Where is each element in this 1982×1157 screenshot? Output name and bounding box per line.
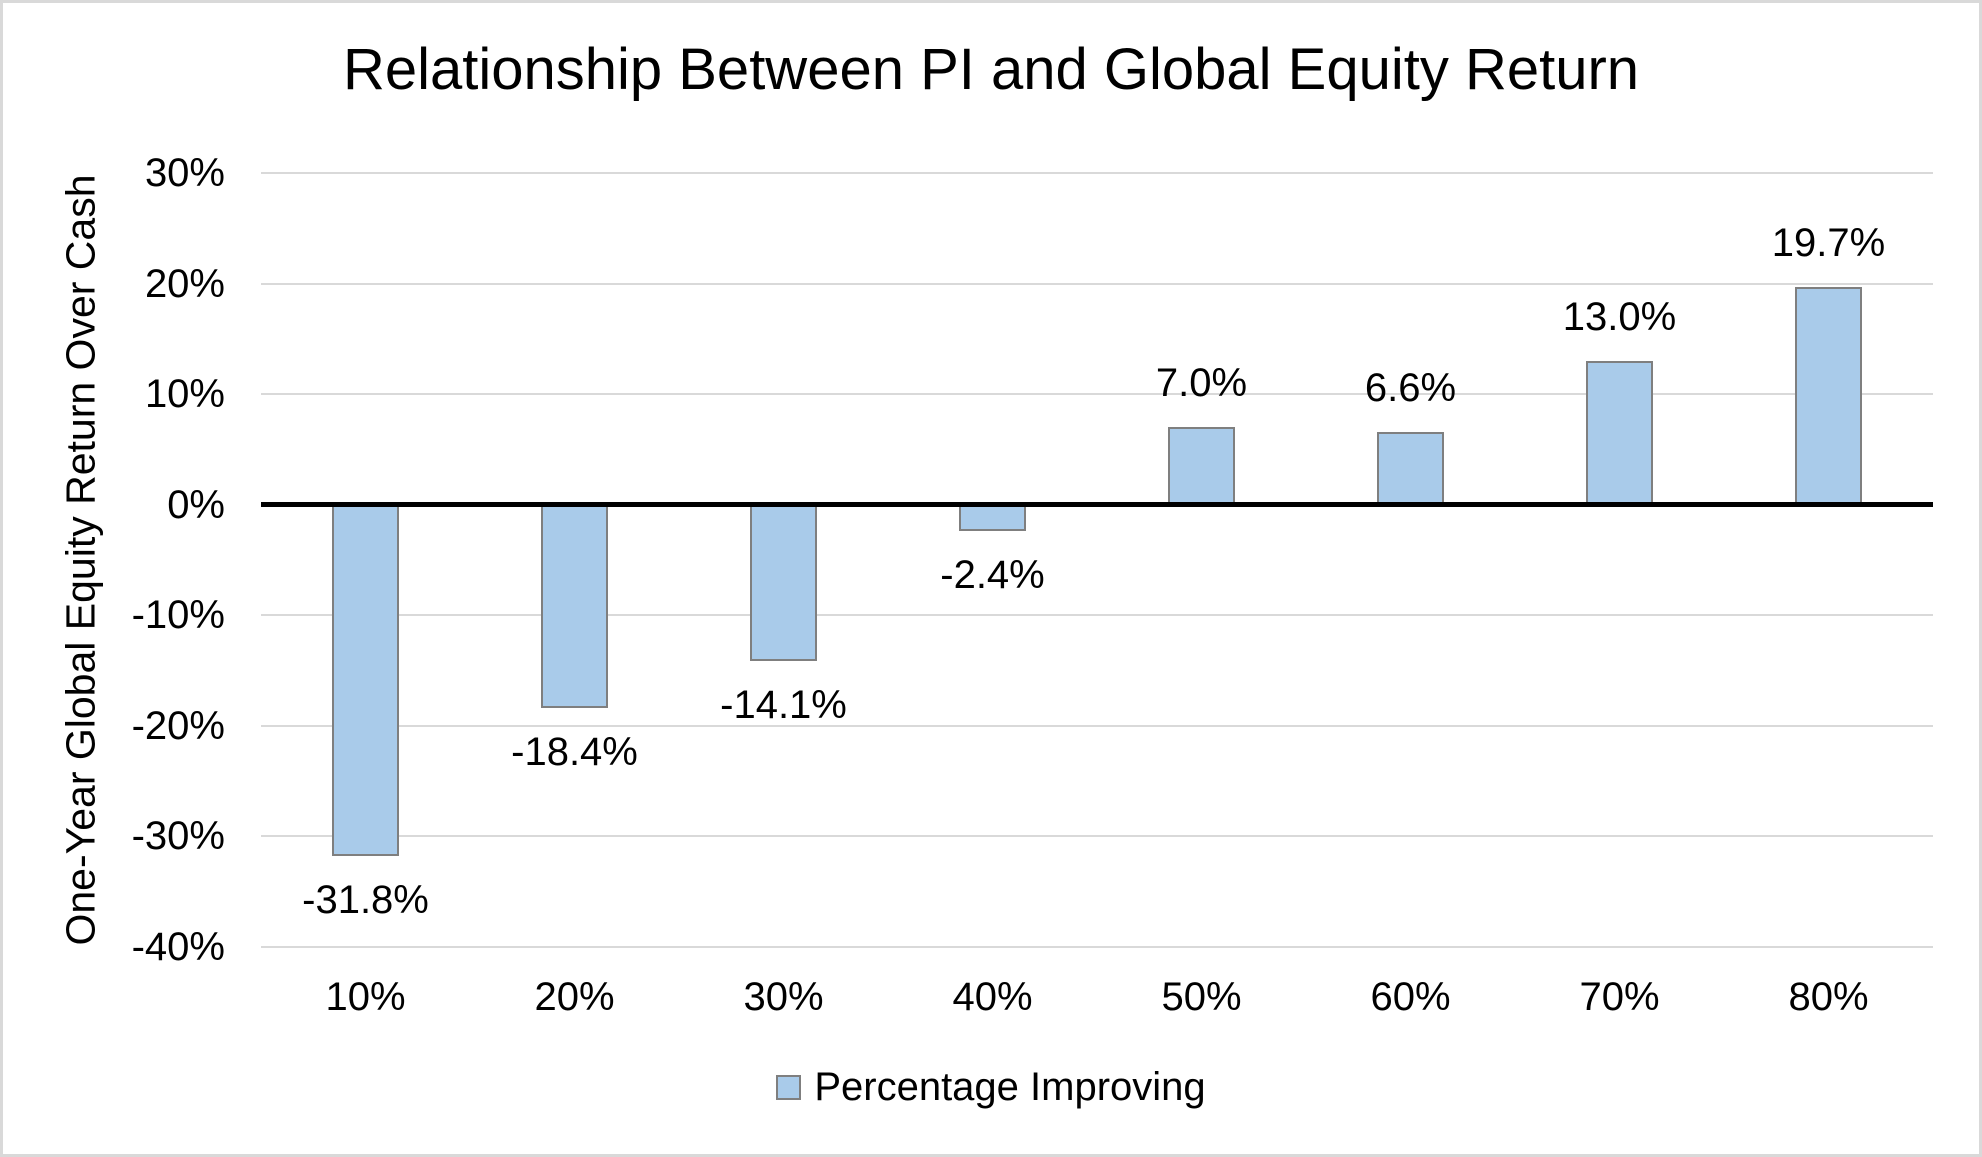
x-tick-label: 50% — [1161, 975, 1242, 1019]
y-tick-label: 0% — [167, 482, 225, 527]
bar-value-label: -2.4% — [940, 553, 1045, 598]
y-tick-label: 20% — [144, 261, 225, 306]
bar-50-pct — [1168, 427, 1235, 505]
x-tick-label: 70% — [1579, 975, 1660, 1019]
chart-title: Relationship Between PI and Global Equit… — [342, 37, 1640, 102]
x-tick-label: 30% — [743, 975, 824, 1019]
legend: Percentage Improving — [3, 1065, 1979, 1109]
bar-80-pct — [1795, 286, 1862, 505]
gridline — [261, 946, 1933, 948]
gridline — [261, 172, 1933, 174]
x-tick-label: 40% — [952, 975, 1033, 1019]
gridline — [261, 393, 1933, 396]
bar-40-pct — [959, 504, 1026, 532]
bar-70-pct — [1586, 360, 1653, 505]
y-tick-label: 10% — [144, 372, 225, 417]
y-tick-label: -40% — [131, 925, 225, 969]
x-tick-label: 80% — [1788, 975, 1869, 1019]
y-tick-label: -20% — [131, 703, 225, 748]
bar-value-label: 6.6% — [1364, 365, 1457, 410]
bar-value-label: -18.4% — [511, 730, 638, 775]
bar-60-pct — [1377, 431, 1444, 505]
y-tick-label: 30% — [144, 151, 225, 195]
x-tick-label: 60% — [1370, 975, 1451, 1019]
bar-value-label: 7.0% — [1155, 361, 1248, 406]
legend-swatch — [776, 1074, 802, 1100]
bar-value-label: 19.7% — [1771, 220, 1886, 265]
bar-value-label: -31.8% — [302, 878, 429, 923]
gridline — [261, 282, 1933, 285]
bar-10-pct — [332, 504, 399, 857]
x-tick-label: 20% — [534, 975, 615, 1019]
bar-value-label: -14.1% — [720, 682, 847, 727]
bar-value-label: 13.0% — [1562, 294, 1677, 339]
legend-label: Percentage Improving — [814, 1065, 1206, 1109]
y-tick-label: -10% — [131, 593, 225, 638]
bar-20-pct — [541, 504, 608, 709]
x-tick-label: 10% — [325, 975, 406, 1019]
gridline — [261, 614, 1933, 617]
gridline — [261, 835, 1933, 838]
y-tick-label: -30% — [131, 814, 225, 859]
gridline — [261, 724, 1933, 727]
bar-30-pct — [750, 504, 817, 661]
zero-axis-line — [261, 502, 1933, 508]
